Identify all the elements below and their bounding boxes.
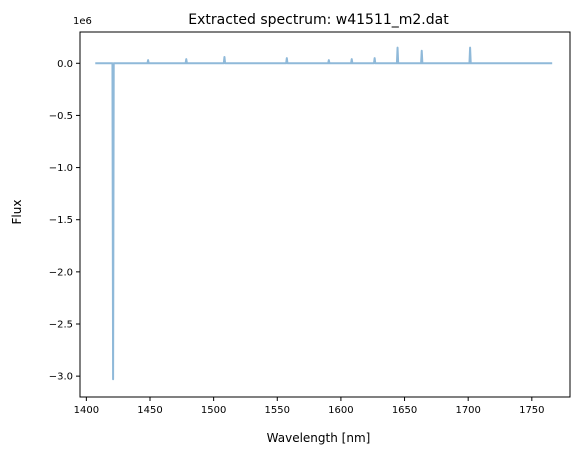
x-tick-label: 1500 — [201, 405, 226, 416]
x-axis-label: Wavelength [nm] — [267, 431, 371, 445]
series-line-0 — [95, 46, 553, 381]
x-tick-label: 1750 — [519, 405, 544, 416]
y-axis-label: Flux — [10, 200, 24, 225]
x-tick-label: 1650 — [392, 405, 417, 416]
y-tick-label: 0.0 — [57, 59, 73, 70]
axis-ticks: 1400 1450 1500 1550 1600 1650 1700 1750 0.0 −0.5 −… — [49, 59, 545, 416]
x-tick-label: 1700 — [455, 405, 480, 416]
chart-title: Extracted spectrum: w41511_m2.dat — [188, 12, 449, 28]
y-tick-label: −2.5 — [49, 320, 73, 331]
plot-frame — [79, 31, 571, 398]
y-tick-label: −2.0 — [49, 267, 73, 278]
y-tick-label: −0.5 — [49, 111, 73, 122]
plot-area — [95, 46, 553, 381]
x-tick-label: 1400 — [74, 405, 99, 416]
x-tick-label: 1450 — [137, 405, 162, 416]
y-tick-label: −1.5 — [49, 215, 73, 226]
y-tick-label: −3.0 — [49, 372, 73, 383]
x-tick-label: 1550 — [265, 405, 290, 416]
y-offset-label: 1e6 — [73, 16, 92, 27]
x-tick-label: 1600 — [328, 405, 353, 416]
y-tick-label: −1.0 — [49, 163, 73, 174]
